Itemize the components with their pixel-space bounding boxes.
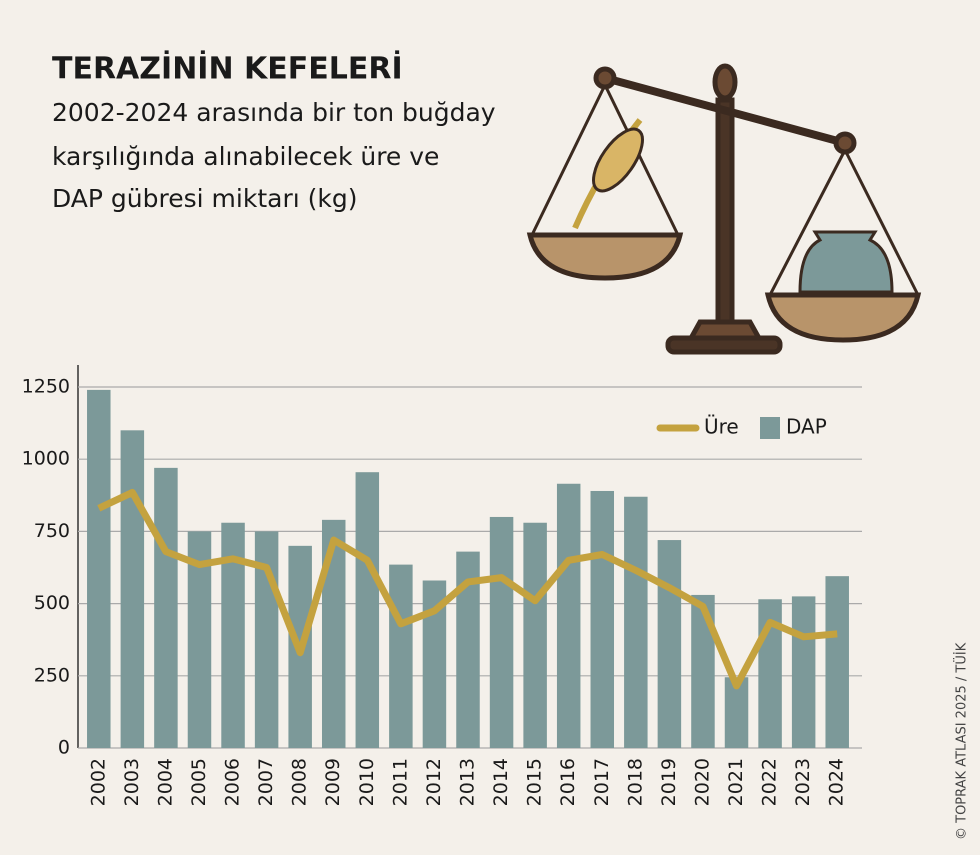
- bar: [624, 496, 648, 748]
- x-tick-label: 2011: [389, 758, 411, 806]
- x-tick-label: 2017: [591, 758, 613, 806]
- x-tick-label: 2018: [624, 758, 646, 806]
- bar: [791, 596, 816, 748]
- x-tick-label: 2019: [658, 758, 680, 806]
- legend-label: DAP: [786, 415, 827, 439]
- scale-illustration: [526, 63, 922, 355]
- y-tick-label: 1250: [22, 376, 70, 398]
- bar: [154, 467, 178, 748]
- x-tick-label: 2012: [423, 758, 445, 806]
- y-tick-label: 500: [34, 592, 70, 614]
- bar: [389, 564, 413, 748]
- bar: [120, 430, 145, 748]
- x-tick-label: 2015: [524, 758, 546, 806]
- bar: [825, 576, 849, 748]
- bar: [657, 540, 682, 748]
- bar: [422, 580, 447, 748]
- y-tick-label: 750: [34, 520, 70, 542]
- x-tick-label: 2023: [792, 758, 814, 806]
- bar: [556, 483, 581, 748]
- subtitle-line: DAP gübresi miktarı (kg): [52, 184, 357, 213]
- bar: [221, 522, 245, 748]
- chart-title: TERAZİNİN KEFELERİ: [52, 51, 403, 87]
- bar: [187, 531, 212, 748]
- bar: [724, 677, 749, 748]
- bar: [523, 522, 547, 748]
- bar: [590, 490, 615, 748]
- line: [97, 488, 838, 690]
- x-tick-label: 2008: [289, 758, 311, 806]
- x-tick-label: 2002: [87, 758, 109, 806]
- x-tick-label: 2007: [255, 758, 277, 806]
- bar: [489, 516, 514, 748]
- bar: [87, 389, 111, 748]
- bar: [456, 551, 480, 748]
- x-tick-label: 2024: [826, 758, 848, 806]
- x-tick-label: 2003: [121, 758, 143, 806]
- y-tick-label: 250: [34, 664, 70, 686]
- y-tick-label: 0: [58, 737, 70, 759]
- x-tick-label: 2022: [759, 758, 781, 806]
- x-tick-label: 2014: [490, 758, 512, 806]
- x-tick-label: 2005: [188, 758, 210, 806]
- bar: [355, 472, 380, 748]
- subtitle-line: karşılığında alınabilecek üre ve: [52, 142, 439, 171]
- subtitle-line: 2002-2024 arasında bir ton buğday: [52, 98, 496, 127]
- bar: [321, 519, 346, 748]
- x-tick-label: 2020: [691, 758, 713, 806]
- x-tick-label: 2010: [356, 758, 378, 806]
- x-tick-label: 2013: [457, 758, 479, 806]
- bar: [691, 594, 715, 748]
- x-tick-label: 2016: [557, 758, 579, 806]
- x-tick-label: 2006: [222, 758, 244, 806]
- legend-label: Üre: [704, 415, 739, 439]
- source: © TOPRAK ATLASI 2025 / TÜİK: [953, 642, 970, 840]
- x-tick-label: 2009: [322, 758, 344, 806]
- x-tick-label: 2021: [725, 758, 747, 806]
- x-tick-label: 2004: [154, 758, 176, 806]
- y-tick-label: 1000: [22, 448, 70, 470]
- legend-swatch: [760, 417, 780, 439]
